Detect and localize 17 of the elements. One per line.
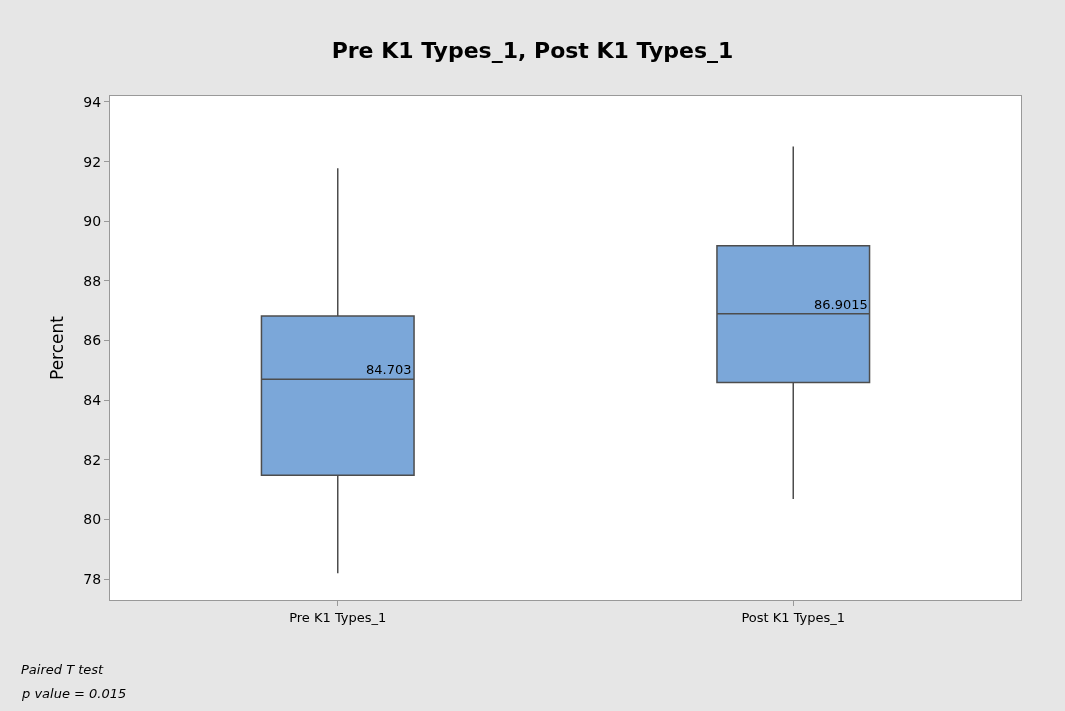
y-tick-label: 92	[83, 153, 102, 170]
x-tick-label: Pre K1 Types_1	[289, 609, 387, 625]
y-tick-label: 88	[83, 272, 102, 289]
y-tick-label: 90	[83, 213, 102, 230]
x-tick-label: Post K1 Types_1	[741, 609, 846, 625]
text: 86.9015	[814, 297, 868, 312]
text: Paired T test	[21, 662, 105, 677]
y-tick-label: 80	[83, 511, 102, 528]
y-tick-label: 78	[83, 571, 102, 588]
text: 84.703	[366, 362, 412, 377]
y-tick-label: 94	[83, 93, 102, 110]
y-axis-title: Percent	[46, 315, 67, 380]
y-tick-label: 82	[83, 451, 102, 468]
chart-title: Pre K1 Types_1, Post K1 Types_1	[331, 38, 734, 64]
text: p value = 0.015	[21, 686, 127, 701]
y-tick-label: 84	[83, 392, 102, 409]
y-tick-label: 86	[83, 332, 102, 349]
